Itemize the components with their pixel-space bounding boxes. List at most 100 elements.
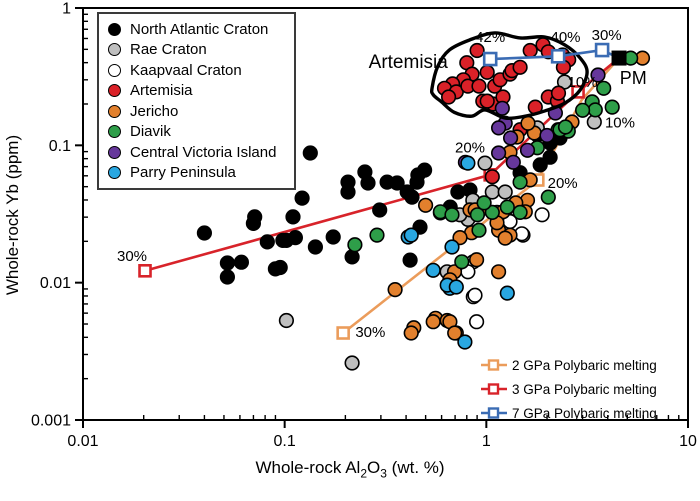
scatter-point bbox=[372, 202, 388, 218]
scatter-point bbox=[469, 252, 485, 268]
melt-legend-label: 7 GPa Polybaric melting bbox=[512, 405, 657, 421]
legend-item-jericho: Jericho bbox=[108, 101, 286, 122]
scatter-point bbox=[389, 175, 405, 191]
melt-curve-legend: 2 GPa Polybaric melting 3 GPa Polybaric … bbox=[479, 353, 657, 425]
scatter-point bbox=[403, 227, 419, 243]
legend-item-label: Artemisia bbox=[130, 82, 193, 100]
scatter-point bbox=[499, 199, 515, 215]
melt-curve-marker bbox=[138, 264, 152, 278]
scatter-point bbox=[540, 189, 556, 205]
scatter-point bbox=[469, 314, 485, 330]
scatter-point bbox=[418, 197, 434, 213]
melt-legend-item-7gpa: 7 GPa Polybaric melting bbox=[479, 401, 657, 425]
scatter-point bbox=[499, 285, 515, 301]
legend-swatch-icon bbox=[108, 22, 121, 36]
scatter-point bbox=[491, 120, 507, 136]
annotation-42: 42% bbox=[475, 29, 505, 46]
scatter-point bbox=[285, 209, 301, 225]
scatter-point bbox=[259, 234, 275, 250]
scatter-point bbox=[534, 207, 550, 223]
scatter-point bbox=[512, 174, 528, 190]
annotation-pm: PM bbox=[620, 68, 647, 88]
scatter-point bbox=[425, 262, 441, 278]
legend-swatch-icon bbox=[108, 104, 121, 118]
scatter-point bbox=[512, 204, 528, 220]
y-tick-label: 0.1 bbox=[49, 138, 71, 155]
scatter-point bbox=[247, 209, 263, 225]
legend-swatch-icon bbox=[108, 43, 121, 57]
y-axis-title: Whole-rock Yb (ppm) bbox=[3, 134, 22, 296]
legend-item-label: North Atlantic Craton bbox=[130, 20, 269, 38]
scatter-point bbox=[505, 154, 521, 170]
legend-item-north-atlantic-craton: North Atlantic Craton bbox=[108, 19, 286, 40]
x-tick-label: 1 bbox=[482, 433, 491, 450]
scatter-point bbox=[604, 99, 620, 115]
scatter-point bbox=[520, 115, 536, 131]
scatter-point bbox=[484, 204, 500, 220]
scatter-point bbox=[457, 334, 473, 350]
legend-item-artemisia: Artemisia bbox=[108, 81, 286, 102]
scatter-point bbox=[444, 239, 460, 255]
scatter-point bbox=[219, 269, 235, 285]
scatter-point bbox=[471, 78, 487, 94]
legend-item-kaapvaal-craton: Kaapvaal Craton bbox=[108, 60, 286, 81]
scatter-point bbox=[587, 102, 603, 118]
annotation-10: 10% bbox=[568, 74, 598, 91]
scatter-point bbox=[347, 237, 363, 253]
legend-item-label: Jericho bbox=[130, 102, 179, 120]
annotation-20: 20% bbox=[455, 139, 485, 156]
scatter-point bbox=[539, 127, 555, 144]
annotation-artemisia: Artemisia bbox=[369, 52, 449, 73]
scatter-point bbox=[294, 190, 310, 206]
scatter-point bbox=[479, 93, 495, 109]
scatter-point bbox=[519, 142, 536, 158]
scatter-point bbox=[287, 230, 304, 246]
legend-item-label: Rae Craton bbox=[130, 41, 207, 59]
scatter-point bbox=[450, 184, 466, 200]
scatter-point bbox=[307, 239, 324, 255]
scatter-point bbox=[417, 162, 433, 178]
scatter-point bbox=[454, 254, 470, 270]
scatter-point bbox=[471, 222, 487, 238]
scatter-point bbox=[344, 249, 360, 265]
pm-marker bbox=[611, 50, 627, 66]
scatter-point bbox=[447, 325, 463, 341]
scatter-point bbox=[469, 207, 486, 223]
scatter-point bbox=[497, 230, 513, 246]
scatter-point bbox=[302, 145, 318, 161]
scatter-point bbox=[219, 255, 235, 271]
scatter-point bbox=[542, 149, 558, 165]
scatter-point bbox=[278, 312, 295, 329]
legend-item-rae-craton: Rae Craton bbox=[108, 40, 286, 61]
melt-legend-item-3gpa: 3 GPa Polybaric melting bbox=[479, 377, 657, 401]
scatter-point bbox=[491, 145, 507, 161]
scatter-point bbox=[590, 67, 606, 83]
annotation-40: 40% bbox=[551, 29, 581, 46]
annotation-20: 20% bbox=[548, 175, 578, 192]
annotation-10: 10% bbox=[605, 115, 635, 132]
scatter-point bbox=[444, 207, 460, 223]
legend-swatch-icon bbox=[108, 166, 121, 180]
artemisia-field-outline bbox=[429, 31, 589, 121]
scatter-point bbox=[479, 64, 495, 80]
scatter-point bbox=[369, 227, 385, 243]
legend-swatch-icon bbox=[108, 63, 121, 77]
melt-curve-2gpa-icon bbox=[481, 359, 507, 371]
scatter-point bbox=[557, 119, 574, 135]
legend-item-label: Parry Peninsula bbox=[130, 164, 236, 182]
x-tick-label: 0.01 bbox=[67, 433, 98, 450]
scatter-point bbox=[476, 195, 492, 211]
scatter-point bbox=[404, 189, 420, 205]
scatter-point bbox=[522, 42, 538, 59]
scatter-point bbox=[596, 80, 612, 96]
melt-curve-7gpa-icon bbox=[481, 407, 507, 419]
legend-item-parry-peninsula: Parry Peninsula bbox=[108, 163, 286, 184]
legend-item-central-victoria-island: Central Victoria Island bbox=[108, 142, 286, 163]
legend-item-label: Central Victoria Island bbox=[130, 143, 277, 161]
melt-curve-3gpa-icon bbox=[481, 383, 507, 395]
scatter-point bbox=[344, 355, 360, 371]
melt-legend-label: 2 GPa Polybaric melting bbox=[512, 357, 657, 373]
scatter-point bbox=[497, 184, 513, 200]
